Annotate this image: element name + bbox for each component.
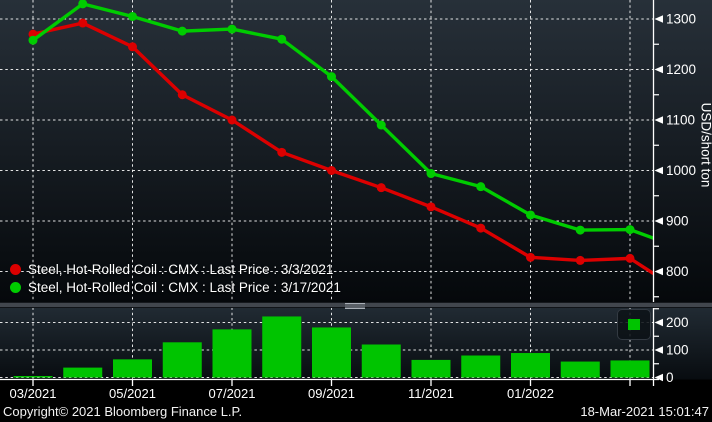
data-point[interactable] bbox=[177, 26, 187, 36]
data-point[interactable] bbox=[575, 255, 585, 265]
axes bbox=[0, 0, 659, 386]
svg-text:1000: 1000 bbox=[666, 163, 696, 178]
svg-text:800: 800 bbox=[666, 264, 689, 279]
volume-panel-bg bbox=[0, 302, 712, 380]
volume-bar[interactable] bbox=[212, 329, 252, 378]
volume-bar[interactable] bbox=[162, 342, 202, 378]
legend-item-red-series[interactable]: Steel, Hot-Rolled Coil : CMX : Last Pric… bbox=[10, 260, 341, 278]
volume-axis-ticks: 0 100 200 bbox=[653, 308, 689, 385]
volume-bars[interactable] bbox=[13, 316, 650, 378]
data-point[interactable] bbox=[227, 24, 237, 34]
svg-text:01/2022: 01/2022 bbox=[507, 386, 554, 401]
volume-bar[interactable] bbox=[113, 359, 152, 378]
data-point[interactable] bbox=[426, 169, 436, 179]
price-panel-bg bbox=[0, 0, 712, 302]
data-point[interactable] bbox=[426, 202, 436, 212]
series-red[interactable] bbox=[28, 18, 655, 275]
data-point[interactable] bbox=[526, 210, 535, 220]
data-point[interactable] bbox=[476, 223, 486, 233]
data-point[interactable] bbox=[78, 18, 88, 28]
timestamp-text: 18-Mar-2021 15:01:47 bbox=[580, 403, 709, 419]
data-point[interactable] bbox=[625, 225, 635, 235]
volume-legend-box[interactable] bbox=[617, 309, 651, 340]
data-point[interactable] bbox=[277, 34, 287, 44]
svg-text:1300: 1300 bbox=[666, 12, 696, 27]
data-point[interactable] bbox=[128, 11, 137, 21]
svg-text:100: 100 bbox=[666, 343, 689, 358]
svg-text:03/2021: 03/2021 bbox=[10, 386, 57, 401]
svg-text:07/2021: 07/2021 bbox=[209, 386, 256, 401]
svg-text:900: 900 bbox=[666, 214, 689, 229]
data-point[interactable] bbox=[376, 183, 386, 193]
svg-text:05/2021: 05/2021 bbox=[109, 386, 156, 401]
svg-text:1200: 1200 bbox=[666, 62, 696, 77]
volume-bar[interactable] bbox=[262, 316, 302, 378]
svg-text:0: 0 bbox=[666, 370, 674, 385]
splitter-grip-icon[interactable] bbox=[345, 303, 365, 309]
data-point[interactable] bbox=[376, 120, 386, 130]
copyright-text: Copyright© 2021 Bloomberg Finance L.P. bbox=[3, 403, 243, 419]
data-point[interactable] bbox=[476, 182, 486, 192]
data-point[interactable] bbox=[625, 253, 635, 263]
data-point[interactable] bbox=[78, 0, 88, 9]
svg-text:1100: 1100 bbox=[666, 113, 695, 128]
data-point[interactable] bbox=[177, 90, 187, 100]
volume-bar[interactable] bbox=[461, 355, 501, 378]
data-point[interactable] bbox=[28, 35, 38, 45]
volume-bar[interactable] bbox=[560, 361, 600, 378]
volume-bar[interactable] bbox=[361, 344, 401, 378]
volume-bar[interactable] bbox=[312, 327, 351, 378]
series-green[interactable] bbox=[28, 0, 655, 240]
volume-bar[interactable] bbox=[610, 360, 650, 378]
svg-text:09/2021: 09/2021 bbox=[308, 386, 355, 401]
axis-label-strip-bg bbox=[0, 379, 712, 422]
volume-bar[interactable] bbox=[13, 376, 53, 378]
data-point[interactable] bbox=[128, 42, 137, 52]
volume-bar[interactable] bbox=[511, 353, 550, 378]
volume-series-swatch-icon bbox=[628, 319, 640, 330]
status-bar: Copyright© 2021 Bloomberg Finance L.P. 1… bbox=[0, 400, 712, 422]
data-point[interactable] bbox=[526, 252, 535, 262]
panel-splitter[interactable] bbox=[0, 302, 712, 309]
data-point[interactable] bbox=[227, 115, 237, 125]
svg-text:200: 200 bbox=[666, 315, 689, 330]
volume-bar[interactable] bbox=[63, 367, 103, 378]
svg-text:11/2021: 11/2021 bbox=[408, 386, 454, 401]
chart-legend: Steel, Hot-Rolled Coil : CMX : Last Pric… bbox=[10, 260, 341, 296]
volume-bar[interactable] bbox=[411, 359, 451, 378]
data-point[interactable] bbox=[327, 166, 336, 175]
red-series-dot-icon bbox=[10, 263, 21, 275]
green-series-dot-icon bbox=[10, 281, 21, 293]
legend-label-red: Steel, Hot-Rolled Coil : CMX : Last Pric… bbox=[28, 261, 334, 277]
y-axis-title: USD/short ton bbox=[699, 103, 712, 188]
x-axis-labels: 03/2021 05/2021 07/2021 09/2021 11/2021 01/20… bbox=[10, 386, 555, 401]
data-point[interactable] bbox=[277, 147, 287, 157]
legend-label-green: Steel, Hot-Rolled Coil : CMX : Last Pric… bbox=[28, 279, 341, 295]
price-axis-ticks: 800 900 1000 1100 1200 1300 bbox=[653, 12, 696, 298]
legend-item-green-series[interactable]: Steel, Hot-Rolled Coil : CMX : Last Pric… bbox=[10, 278, 341, 296]
data-point[interactable] bbox=[327, 72, 336, 82]
data-point[interactable] bbox=[575, 225, 585, 235]
